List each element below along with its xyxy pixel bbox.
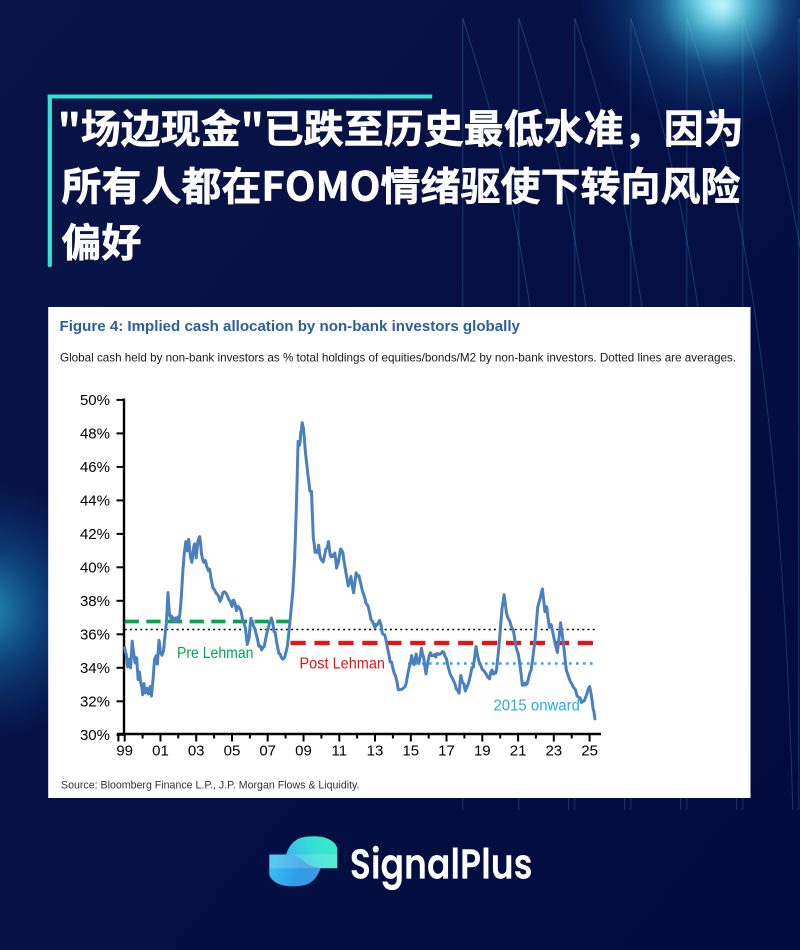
svg-text:01: 01 [152,743,169,760]
svg-text:36%: 36% [80,627,110,644]
svg-text:48%: 48% [80,426,110,443]
svg-text:44%: 44% [80,493,110,510]
svg-text:Source: Bloomberg Finance L.P.: Source: Bloomberg Finance L.P., J.P. Mor… [61,780,360,792]
svg-text:Figure 4: Implied cash allocat: Figure 4: Implied cash allocation by non… [60,318,521,335]
svg-text:2015 onward: 2015 onward [494,698,580,715]
svg-text:Global cash held by non-bank i: Global cash held by non-bank investors a… [60,351,736,364]
svg-text:21: 21 [510,743,527,760]
svg-text:19: 19 [474,743,491,760]
svg-text:07: 07 [259,743,276,760]
svg-text:11: 11 [332,743,348,760]
svg-text:09: 09 [295,743,312,760]
svg-text:40%: 40% [80,560,110,577]
svg-text:23: 23 [545,743,562,760]
svg-text:03: 03 [188,743,205,760]
svg-text:15: 15 [402,743,419,760]
svg-text:99: 99 [116,743,133,760]
svg-text:32%: 32% [80,694,110,711]
svg-text:Pre Lehman: Pre Lehman [177,645,254,662]
svg-text:13: 13 [367,743,384,760]
svg-text:Post Lehman: Post Lehman [300,656,386,673]
svg-text:17: 17 [438,743,455,760]
svg-text:34%: 34% [80,660,110,677]
svg-text:50%: 50% [80,392,110,409]
svg-text:25: 25 [581,743,598,760]
svg-text:42%: 42% [80,526,110,543]
svg-text:46%: 46% [80,459,110,476]
svg-text:05: 05 [224,743,241,760]
svg-text:38%: 38% [80,593,110,610]
svg-text:30%: 30% [80,727,110,744]
